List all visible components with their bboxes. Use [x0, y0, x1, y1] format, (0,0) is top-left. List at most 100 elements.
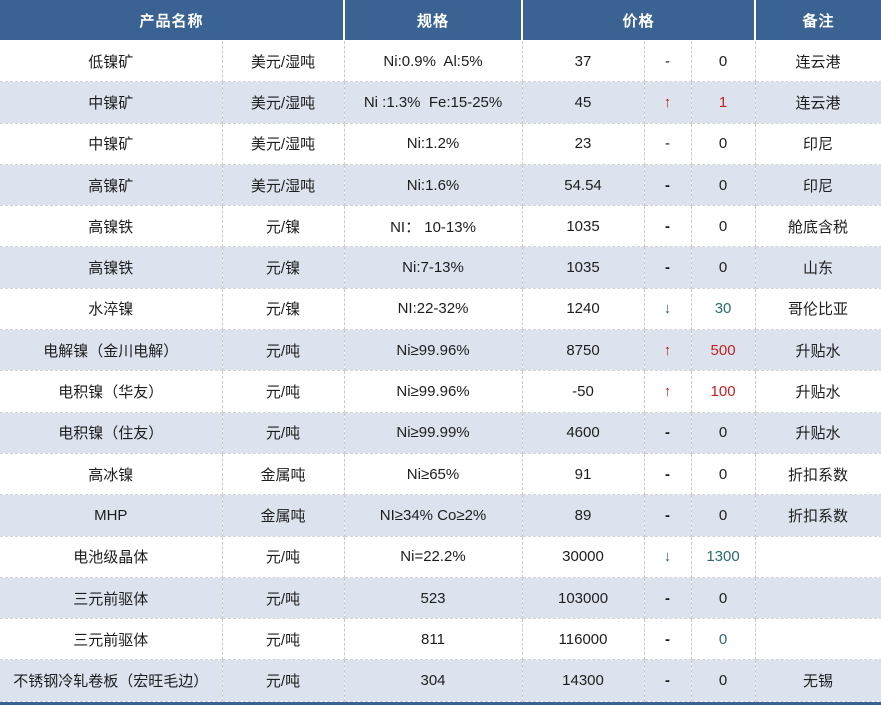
- product-name-cell: 水淬镍: [0, 288, 223, 331]
- product-name-cell: 高镍矿: [0, 164, 223, 207]
- table-row: 电积镍（华友） 元/吨 Ni≥99.96% -50 ↑ 100 升贴水: [0, 370, 881, 413]
- change-cell: 0: [691, 618, 756, 661]
- flat-dash-icon: -: [665, 465, 671, 483]
- up-arrow-icon: ↑: [663, 341, 672, 359]
- spec-cell: Ni:1.2%: [344, 123, 523, 165]
- trend-cell: ↑: [644, 329, 692, 372]
- note-cell: 折扣系数: [755, 453, 881, 496]
- change-cell: 30: [691, 288, 756, 331]
- price-cell: 8750: [522, 329, 645, 372]
- flat-dash-icon: -: [665, 672, 671, 690]
- spec-cell: Ni:0.9% Al:5%: [344, 40, 523, 83]
- trend-cell: -: [644, 577, 692, 620]
- note-cell: 哥伦比亚: [755, 288, 881, 331]
- unit-cell: 元/吨: [222, 577, 345, 620]
- flat-dash-icon: -: [665, 424, 671, 442]
- price-cell: 14300: [522, 659, 645, 702]
- spec-cell: 304: [344, 659, 523, 702]
- price-cell: 91: [522, 453, 645, 496]
- table-row: 电解镍（金川电解） 元/吨 Ni≥99.96% 8750 ↑ 500 升贴水: [0, 329, 881, 372]
- trend-cell: -: [644, 123, 692, 165]
- product-name-cell: 电池级晶体: [0, 536, 223, 578]
- spec-cell: Ni=22.2%: [344, 536, 523, 578]
- flat-dash-icon: -: [665, 52, 671, 70]
- price-cell: 4600: [522, 412, 645, 454]
- trend-cell: -: [644, 453, 692, 496]
- spec-cell: 523: [344, 577, 523, 620]
- table-row: 高冰镍 金属吨 Ni≥65% 91 - 0 折扣系数: [0, 453, 881, 496]
- note-cell: 升贴水: [755, 370, 881, 413]
- unit-cell: 金属吨: [222, 453, 345, 496]
- unit-cell: 元/镍: [222, 205, 345, 248]
- table-row: 不锈钢冷轧卷板（宏旺毛边） 元/吨 304 14300 - 0 无锡: [0, 659, 881, 702]
- price-cell: 103000: [522, 577, 645, 620]
- spec-cell: Ni≥99.99%: [344, 412, 523, 454]
- change-cell: 500: [691, 329, 756, 372]
- header-note: 备注: [755, 0, 881, 41]
- price-cell: 45: [522, 81, 645, 124]
- change-cell: 0: [691, 412, 756, 454]
- trend-cell: ↓: [644, 288, 692, 331]
- spec-cell: Ni :1.3% Fe:15-25%: [344, 81, 523, 124]
- spec-cell: NI： 10-13%: [344, 205, 523, 248]
- trend-cell: -: [644, 412, 692, 454]
- spec-cell: Ni:1.6%: [344, 164, 523, 207]
- up-arrow-icon: ↑: [663, 93, 672, 111]
- change-cell: 0: [691, 494, 756, 537]
- down-arrow-icon: ↓: [663, 548, 672, 566]
- trend-cell: -: [644, 164, 692, 207]
- product-name-cell: 电解镍（金川电解）: [0, 329, 223, 372]
- product-name-cell: 低镍矿: [0, 40, 223, 83]
- trend-cell: -: [644, 659, 692, 702]
- unit-cell: 元/吨: [222, 370, 345, 413]
- flat-dash-icon: -: [665, 506, 671, 524]
- change-cell: 0: [691, 123, 756, 165]
- product-name-cell: 高镍铁: [0, 246, 223, 289]
- header-price: 价格: [522, 0, 757, 41]
- unit-cell: 元/吨: [222, 412, 345, 454]
- header-row: 产品名称 规格 价格 备注: [0, 0, 881, 41]
- spec-cell: Ni≥99.96%: [344, 329, 523, 372]
- note-cell: [755, 618, 881, 661]
- note-cell: 升贴水: [755, 329, 881, 372]
- table-row: 电积镍（住友） 元/吨 Ni≥99.99% 4600 - 0 升贴水: [0, 412, 881, 454]
- next-header-strip: [0, 701, 881, 705]
- trend-cell: ↑: [644, 370, 692, 413]
- note-cell: 连云港: [755, 81, 881, 124]
- product-name-cell: 不锈钢冷轧卷板（宏旺毛边）: [0, 659, 223, 702]
- change-cell: 1: [691, 81, 756, 124]
- spec-cell: NI:22-32%: [344, 288, 523, 331]
- trend-cell: ↓: [644, 536, 692, 578]
- price-cell: 1240: [522, 288, 645, 331]
- price-cell: 1035: [522, 205, 645, 248]
- up-arrow-icon: ↑: [663, 383, 672, 401]
- trend-cell: -: [644, 40, 692, 83]
- table-row: 高镍矿 美元/湿吨 Ni:1.6% 54.54 - 0 印尼: [0, 164, 881, 207]
- unit-cell: 元/吨: [222, 618, 345, 661]
- flat-dash-icon: -: [665, 630, 671, 648]
- unit-cell: 元/镍: [222, 246, 345, 289]
- spec-cell: Ni≥99.96%: [344, 370, 523, 413]
- header-spec: 规格: [344, 0, 524, 41]
- product-name-cell: 电积镍（住友）: [0, 412, 223, 454]
- flat-dash-icon: -: [665, 589, 671, 607]
- note-cell: 连云港: [755, 40, 881, 83]
- note-cell: 折扣系数: [755, 494, 881, 537]
- change-cell: 100: [691, 370, 756, 413]
- price-cell: 116000: [522, 618, 645, 661]
- product-name-cell: 中镍矿: [0, 81, 223, 124]
- unit-cell: 美元/湿吨: [222, 81, 345, 124]
- note-cell: 山东: [755, 246, 881, 289]
- price-cell: 23: [522, 123, 645, 165]
- product-name-cell: 高镍铁: [0, 205, 223, 248]
- table-row: 三元前驱体 元/吨 811 116000 - 0: [0, 618, 881, 661]
- product-name-cell: 电积镍（华友）: [0, 370, 223, 413]
- table-row: 电池级晶体 元/吨 Ni=22.2% 30000 ↓ 1300: [0, 536, 881, 578]
- table-row: 高镍铁 元/镍 Ni:7-13% 1035 - 0 山东: [0, 246, 881, 289]
- flat-dash-icon: -: [665, 176, 671, 194]
- product-name-cell: MHP: [0, 494, 223, 537]
- spec-cell: NI≥34% Co≥2%: [344, 494, 523, 537]
- change-cell: 0: [691, 453, 756, 496]
